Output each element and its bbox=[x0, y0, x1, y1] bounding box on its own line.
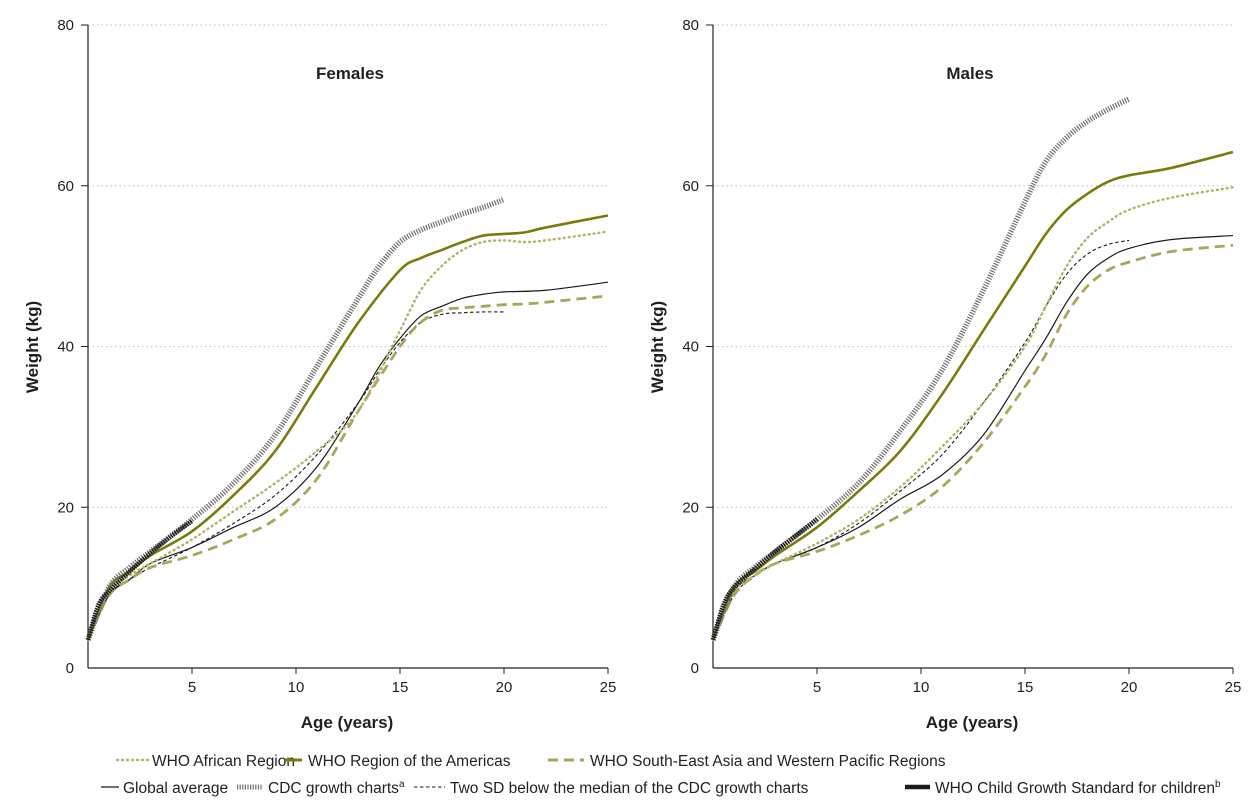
legend-item-americas: WHO Region of the Americas bbox=[285, 753, 511, 770]
males-series-who-child-line bbox=[710, 517, 819, 641]
females-series-african-line bbox=[86, 230, 610, 642]
legend-label-cdc-sd: Two SD below the median of the CDC growt… bbox=[450, 780, 809, 797]
females-x-axis-title: Age (years) bbox=[301, 713, 394, 732]
legend-label-cdc-sup: a bbox=[399, 779, 405, 790]
legend-label-cdc: CDC growth chartsa bbox=[268, 779, 405, 797]
legend-item-african: WHO African Region bbox=[115, 753, 295, 770]
legend-label-seawp: WHO South-East Asia and Western Pacific … bbox=[590, 753, 946, 770]
legend-item-cdc: CDC growth chartsa bbox=[237, 779, 405, 797]
legend-item-cdc-sd: Two SD below the median of the CDC growt… bbox=[414, 780, 809, 797]
legend-label-global: Global average bbox=[123, 780, 228, 797]
legend-label-who-child-sup: b bbox=[1215, 779, 1221, 790]
males-series-cdc-line bbox=[710, 96, 1131, 641]
legend-label-who-child: WHO Child Growth Standard for childrenb bbox=[935, 779, 1221, 797]
females-y-tick-label: 20 bbox=[57, 499, 74, 516]
males-series-global-line bbox=[712, 234, 1234, 641]
males-panel-title: Males bbox=[946, 64, 993, 83]
males-series-african-line bbox=[711, 186, 1235, 642]
females-series-seawp-line bbox=[86, 294, 609, 641]
females-y-axis-title: Weight (kg) bbox=[23, 301, 42, 393]
legend-label-african: WHO African Region bbox=[152, 753, 295, 770]
legend-label-cdc-text: CDC growth charts bbox=[268, 780, 399, 797]
males-x-tick-label: 20 bbox=[1121, 679, 1138, 696]
females-y-tick-label: 80 bbox=[57, 17, 74, 34]
males-y-tick-label: 0 bbox=[691, 660, 699, 677]
males-y-tick-label: 80 bbox=[682, 17, 699, 34]
males-x-tick-label: 25 bbox=[1225, 679, 1242, 696]
males-y-tick-label: 20 bbox=[682, 499, 699, 516]
females-series-cdc-sd-line bbox=[87, 311, 505, 641]
males-series-americas-line bbox=[711, 150, 1234, 641]
males-series-seawp-line bbox=[711, 243, 1234, 641]
females-y-tick-label: 40 bbox=[57, 339, 74, 356]
females-panel-title: Females bbox=[316, 64, 384, 83]
males-x-tick-label: 10 bbox=[913, 679, 930, 696]
females-y-tick-label: 0 bbox=[66, 660, 74, 677]
males-x-tick-label: 15 bbox=[1017, 679, 1034, 696]
females-y-tick-label: 60 bbox=[57, 178, 74, 195]
males-x-axis-title: Age (years) bbox=[926, 713, 1019, 732]
chart-legend: WHO African Region WHO Region of the Ame… bbox=[101, 753, 1221, 797]
females-series-who-child-line bbox=[85, 519, 194, 641]
females-series-cdc-line bbox=[85, 196, 505, 641]
females-x-tick-label: 10 bbox=[288, 679, 305, 696]
males-series-cdc-sd-line bbox=[712, 239, 1130, 641]
legend-item-global: Global average bbox=[101, 780, 228, 797]
females-x-tick-label: 15 bbox=[392, 679, 409, 696]
females-series-americas-line bbox=[86, 214, 609, 641]
females-x-tick-label: 25 bbox=[600, 679, 617, 696]
legend-item-seawp: WHO South-East Asia and Western Pacific … bbox=[548, 753, 946, 770]
females-x-tick-label: 20 bbox=[496, 679, 513, 696]
males-y-tick-label: 40 bbox=[682, 339, 699, 356]
males-panel: Males Age (years) Weight (kg) 0 20 40 60 80 5… bbox=[648, 17, 1241, 732]
legend-label-who-child-text: WHO Child Growth Standard for children bbox=[935, 780, 1215, 797]
males-y-tick-label: 60 bbox=[682, 178, 699, 195]
legend-item-who-child: WHO Child Growth Standard for childrenb bbox=[905, 779, 1221, 797]
males-y-axis-title: Weight (kg) bbox=[648, 301, 667, 393]
females-x-tick-label: 5 bbox=[188, 679, 196, 696]
males-x-tick-label: 5 bbox=[813, 679, 821, 696]
legend-label-americas: WHO Region of the Americas bbox=[308, 753, 511, 770]
females-panel: Females Age (years) Weight (kg) 0 20 40 60 8… bbox=[23, 17, 616, 732]
